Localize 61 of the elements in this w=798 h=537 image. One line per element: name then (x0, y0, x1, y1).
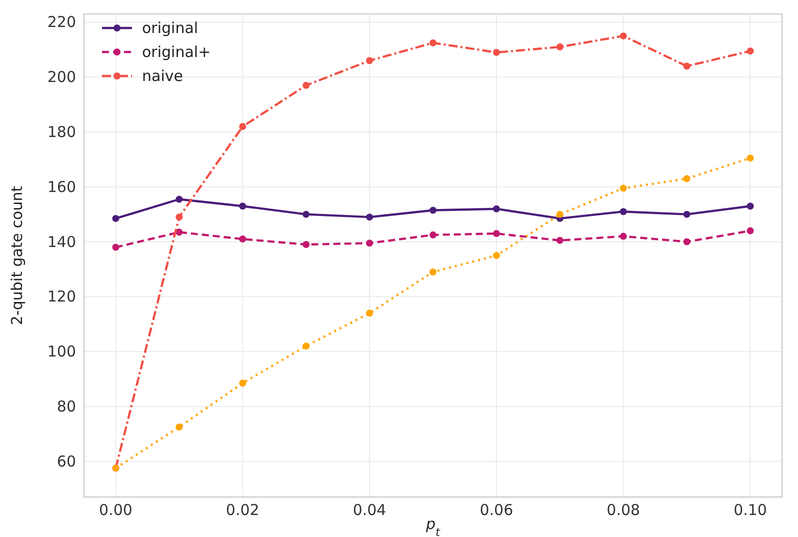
point (176, 228, 183, 236)
point (239, 202, 246, 210)
point (176, 424, 183, 431)
y-tick-label: 80 (56, 397, 76, 416)
point (492, 230, 500, 238)
y-tick-label: 100 (47, 342, 76, 361)
point (239, 236, 246, 243)
point (430, 206, 436, 214)
point (556, 43, 564, 50)
point (302, 241, 310, 248)
point (556, 210, 564, 218)
x-tick-label: 0.06 (480, 501, 514, 519)
point (620, 32, 627, 40)
point (430, 268, 436, 276)
point (430, 39, 436, 46)
point (620, 208, 627, 216)
legend-label: naive (142, 67, 183, 85)
y-tick-label: 180 (47, 123, 76, 142)
point (492, 48, 500, 56)
point (620, 232, 627, 240)
point (302, 210, 310, 218)
point (746, 202, 754, 210)
point (366, 57, 374, 64)
point (366, 214, 374, 221)
x-tick-label: 0.08 (606, 501, 640, 519)
y-tick-label: 60 (56, 452, 76, 470)
x-axis-title: p$_{t}$ (425, 515, 441, 537)
x-tick-label: 0.10 (734, 501, 767, 519)
point (746, 227, 754, 234)
point (176, 214, 183, 221)
x-tick-label: 0.02 (226, 501, 260, 519)
point (746, 48, 754, 55)
y-tick-label: 140 (47, 232, 76, 251)
point (430, 231, 436, 238)
y-tick-label: 200 (47, 68, 76, 86)
point (746, 154, 754, 162)
point (683, 175, 690, 182)
point (112, 214, 120, 222)
point (683, 238, 690, 246)
y-tick-label: 220 (47, 13, 76, 32)
point (683, 210, 690, 218)
point (302, 82, 310, 89)
point (239, 123, 246, 130)
y-axis-title: 2-qubit gate count (8, 186, 26, 326)
x-tick-label: 0.00 (99, 501, 132, 519)
point (556, 236, 564, 244)
x-tick-label: 0.04 (352, 501, 386, 519)
y-tick-label: 120 (47, 288, 76, 306)
legend-label: original+ (142, 43, 211, 61)
point (683, 62, 690, 70)
point (176, 196, 183, 203)
point (302, 342, 310, 350)
y-tick-label: 160 (47, 178, 76, 196)
point (239, 380, 246, 387)
point (112, 244, 120, 251)
point (620, 184, 627, 192)
point (492, 252, 500, 259)
legend-label: original (142, 19, 198, 37)
point (492, 205, 500, 212)
point (366, 240, 374, 247)
point (366, 310, 374, 317)
